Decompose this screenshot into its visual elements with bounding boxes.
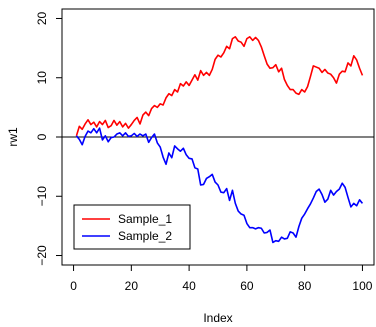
y-tick-label: 0 (35, 133, 49, 140)
legend-label: Sample_2 (118, 229, 172, 243)
x-tick-label: 80 (298, 279, 312, 293)
y-tick-label: −20 (35, 245, 49, 266)
x-axis: 0 20 40 60 80 100 (70, 264, 373, 293)
y-tick-label: 10 (35, 71, 49, 85)
x-tick-label: 100 (352, 279, 372, 293)
legend-label: Sample_1 (118, 212, 172, 226)
x-tick-label: 60 (240, 279, 254, 293)
series-line-sample_1 (75, 36, 364, 137)
x-tick-label: 20 (125, 279, 139, 293)
legend: Sample_1 Sample_2 (73, 204, 191, 250)
legend-box (73, 204, 191, 250)
x-axis-title: Index (203, 311, 232, 325)
y-tick-label: −10 (35, 186, 49, 207)
series-line-sample_2 (75, 127, 364, 244)
y-tick-label: 20 (35, 11, 49, 25)
y-axis: 20 10 0 −10 −20 (35, 11, 63, 266)
series-layer (75, 36, 364, 244)
x-tick-label: 40 (182, 279, 196, 293)
x-tick-label: 0 (70, 279, 77, 293)
y-axis-title: rw1 (6, 127, 20, 147)
